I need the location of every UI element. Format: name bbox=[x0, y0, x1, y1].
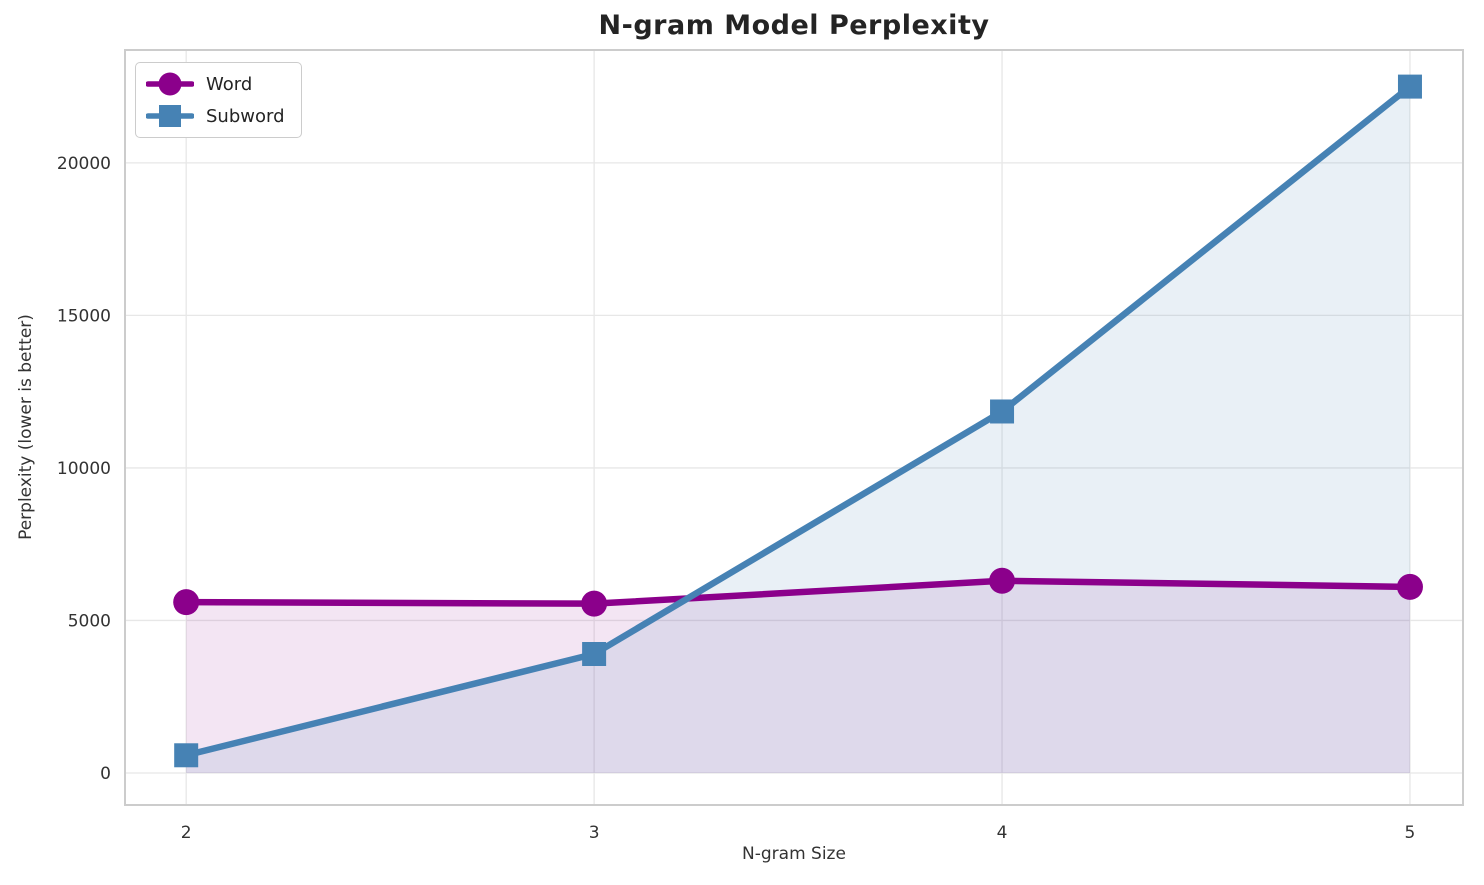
circle-marker-icon bbox=[146, 72, 194, 96]
y-tick-label: 20000 bbox=[57, 154, 111, 174]
series-line-word bbox=[182, 577, 1414, 607]
data-point-subword bbox=[174, 743, 199, 768]
data-point-subword bbox=[1397, 74, 1422, 99]
legend-label: Word bbox=[206, 73, 253, 95]
data-point-subword bbox=[582, 642, 607, 666]
data-point-subword bbox=[990, 399, 1015, 424]
x-tick-label: 5 bbox=[1405, 823, 1416, 843]
legend-label: Subword bbox=[206, 105, 285, 127]
legend: Word Subword bbox=[135, 62, 302, 138]
x-tick-label: 3 bbox=[589, 823, 600, 843]
series-line-subword bbox=[182, 83, 1414, 759]
legend-item-word: Word bbox=[146, 70, 285, 98]
y-tick-label: 5000 bbox=[68, 611, 111, 631]
area-fill-subword bbox=[186, 86, 1410, 773]
x-axis-label: N-gram Size bbox=[742, 844, 846, 864]
square-marker-icon bbox=[146, 105, 194, 127]
area-fill-word bbox=[186, 580, 1410, 773]
data-point-word bbox=[1396, 573, 1423, 600]
data-point-word bbox=[173, 589, 200, 616]
y-tick-label: 15000 bbox=[57, 306, 111, 326]
y-tick-label: 0 bbox=[100, 764, 111, 784]
y-axis-label: Perplexity (lower is better) bbox=[16, 314, 36, 540]
x-tick-label: 2 bbox=[181, 823, 192, 843]
y-tick-label: 10000 bbox=[57, 459, 111, 479]
chart-title: N-gram Model Perplexity bbox=[598, 10, 990, 41]
data-point-word bbox=[581, 590, 608, 617]
data-point-word bbox=[989, 567, 1016, 594]
legend-item-subword: Subword bbox=[146, 102, 285, 130]
plot-frame bbox=[124, 49, 1464, 806]
x-tick-label: 4 bbox=[997, 823, 1008, 843]
